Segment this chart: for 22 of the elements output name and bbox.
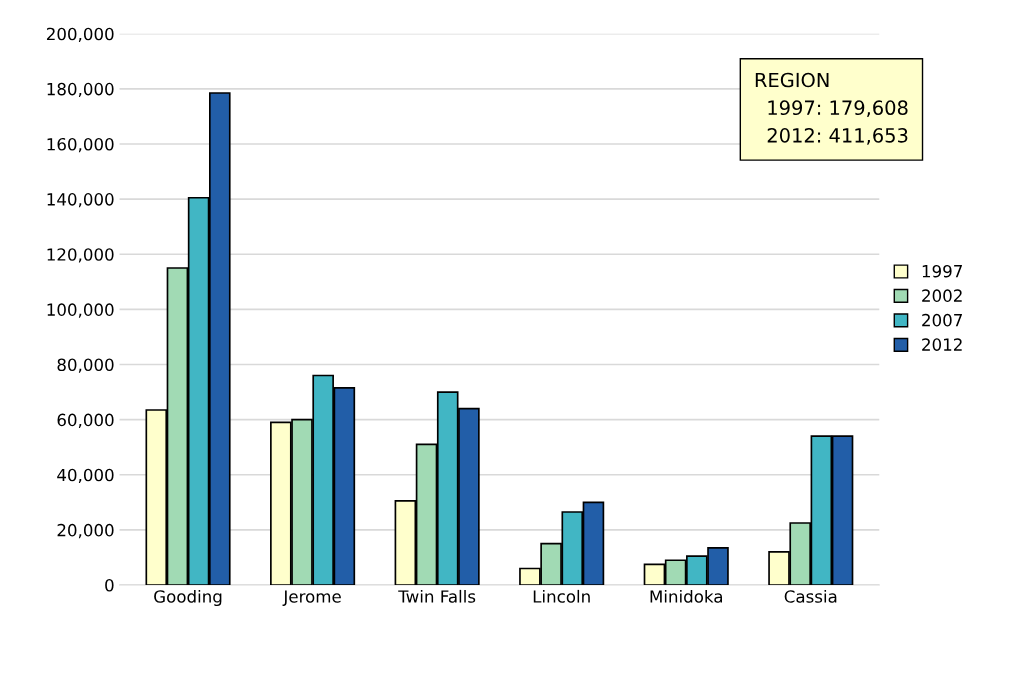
legend-label: 2007	[922, 313, 962, 327]
y-tick-label: 40,000	[57, 468, 114, 484]
y-tick-label: 80,000	[57, 358, 114, 373]
x-tick-label: Cassia	[784, 589, 837, 603]
x-tick-label: Lincoln	[533, 589, 590, 603]
x-tick-label: Gooding	[154, 589, 222, 607]
legend-label: 2002	[922, 289, 962, 302]
y-tick-label: 20,000	[57, 523, 114, 539]
y-tick-label: 100,000	[47, 303, 114, 318]
y-tick-label: 140,000	[47, 193, 114, 208]
legend-label: 2012	[922, 338, 962, 351]
annotation: REGION 1997: 179,608 2012: 411,653	[755, 72, 908, 145]
y-tick-label: 180,000	[47, 82, 114, 98]
y-tick-label: 60,000	[57, 413, 114, 428]
legend-label: 1997	[922, 264, 962, 278]
x-tick-label: Minidoka	[650, 589, 722, 603]
y-tick-label: 0	[105, 578, 114, 592]
x-tick-label: Jerome	[282, 590, 341, 606]
y-tick-label: 120,000	[47, 248, 114, 263]
y-tick-label: 160,000	[47, 137, 114, 153]
y-tick-label: 200,000	[46, 27, 114, 42]
x-tick-label: Twin Falls	[398, 589, 476, 603]
